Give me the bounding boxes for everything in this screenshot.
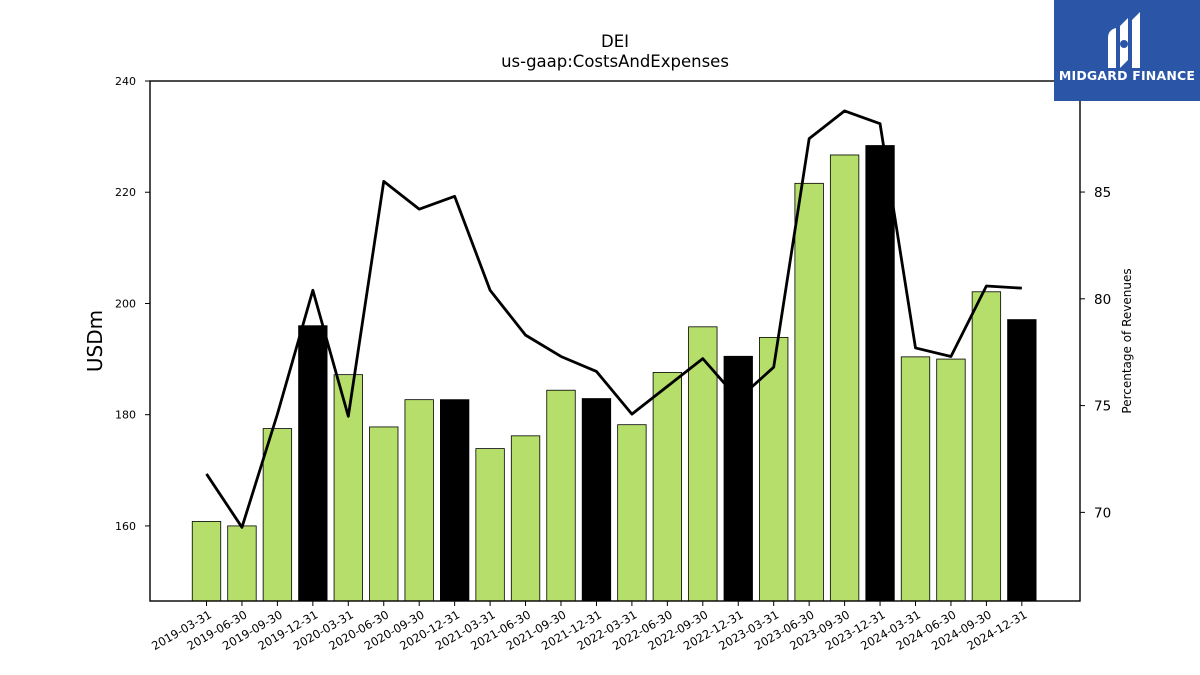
- bar-2019-12-31: [298, 325, 328, 602]
- right-axis: 70 75 80 85: [1080, 185, 1111, 521]
- bar-2020-06-30: [369, 426, 399, 602]
- bar-2022-03-31: [617, 424, 647, 602]
- bar-2022-12-31: [723, 355, 753, 602]
- y2-tick-label: 75: [1094, 399, 1111, 415]
- bar-2024-09-30: [971, 291, 1002, 602]
- bar-2021-06-30: [510, 435, 541, 602]
- y2-tick-label: 70: [1094, 505, 1111, 521]
- chart-title: DEI: [601, 32, 629, 51]
- plot-frame: [149, 80, 1081, 602]
- bar-2021-12-31: [581, 398, 612, 602]
- bar-2019-09-30: [262, 428, 293, 602]
- bar-2023-03-31: [759, 336, 789, 602]
- y2-tick-label: 80: [1094, 292, 1111, 308]
- logo-text: MIDGARD FINANCE: [1058, 68, 1196, 83]
- bar-2023-09-30: [829, 154, 860, 602]
- bar-2021-09-30: [546, 389, 576, 602]
- bar-2024-12-31: [1007, 319, 1037, 602]
- bar-2023-06-30: [794, 182, 824, 602]
- bar-2020-12-31: [439, 399, 470, 602]
- bar-2020-09-30: [404, 399, 434, 602]
- bar-2019-03-31: [191, 521, 222, 602]
- y-tick-label: 160: [115, 520, 136, 533]
- bar-2024-03-31: [900, 356, 931, 602]
- chart-subtitle: us-gaap:CostsAndExpenses: [501, 52, 729, 71]
- y-tick-label: 180: [115, 409, 136, 422]
- bar-2022-06-30: [652, 372, 682, 602]
- left-axis: 160 180 200 220 240: [115, 75, 150, 533]
- bar-2019-06-30: [227, 525, 257, 602]
- midgard-finance-logo: MIDGARD FINANCE: [1054, 0, 1200, 101]
- line-group: [205, 109, 1022, 529]
- x-axis: 2019-03-312019-06-302019-09-302019-12-31…: [149, 601, 1029, 653]
- y-tick-label: 200: [115, 297, 136, 310]
- y2-tick-label: 85: [1094, 185, 1111, 201]
- bar-2023-12-31: [865, 145, 895, 602]
- bars-group: [191, 145, 1037, 602]
- bar-2024-06-30: [936, 358, 966, 602]
- bar-2022-09-30: [688, 326, 718, 602]
- y2-axis-label: Percentage of Revenues: [1120, 268, 1134, 413]
- y-tick-label: 220: [115, 186, 136, 199]
- bar-2021-03-31: [475, 448, 505, 602]
- percentage-line: [205, 109, 1022, 529]
- y-axis-label: USDm: [83, 310, 107, 372]
- y-tick-label: 240: [115, 75, 136, 88]
- logo-mark-icon: [1108, 12, 1140, 68]
